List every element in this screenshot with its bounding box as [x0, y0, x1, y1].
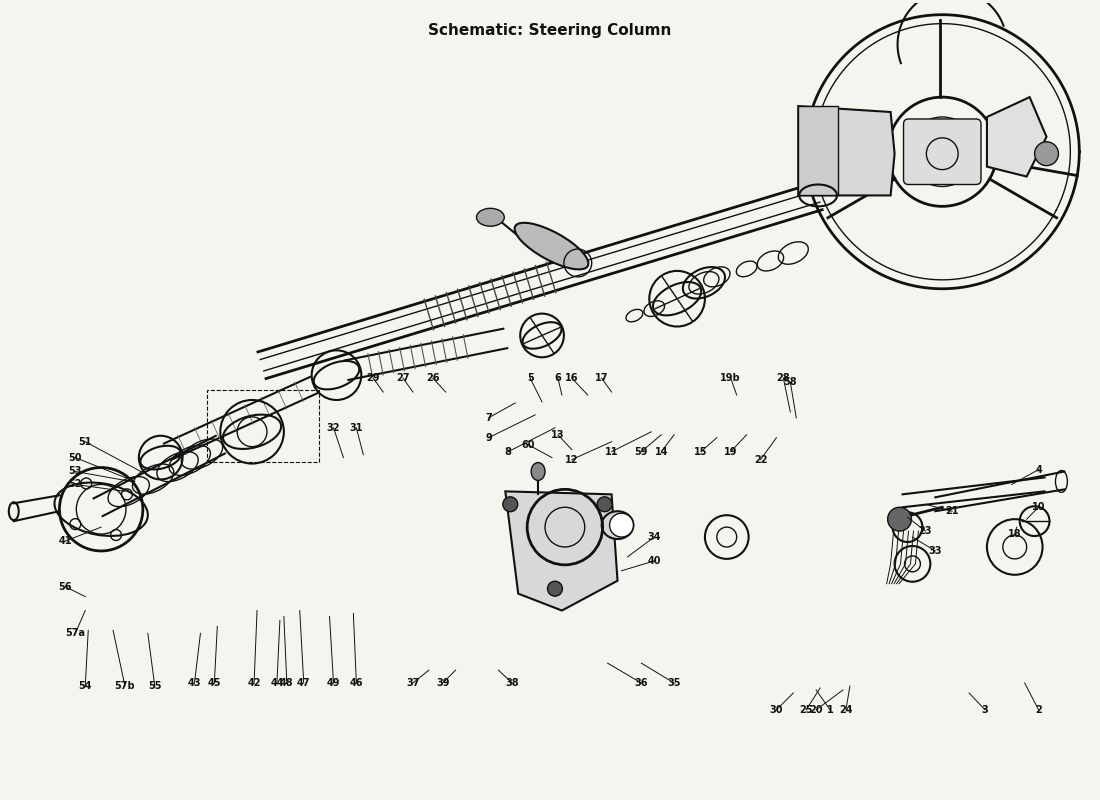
Text: 56: 56: [58, 582, 73, 592]
Text: 6: 6: [554, 373, 561, 383]
Ellipse shape: [602, 511, 634, 539]
Text: 58: 58: [783, 377, 798, 387]
Text: 53: 53: [68, 466, 82, 477]
Text: 29: 29: [366, 373, 379, 383]
Text: Schematic: Steering Column: Schematic: Steering Column: [428, 23, 672, 38]
Text: 24: 24: [839, 705, 853, 715]
Text: 10: 10: [1032, 502, 1045, 512]
Text: 16: 16: [565, 373, 579, 383]
Polygon shape: [799, 106, 838, 195]
Circle shape: [548, 582, 562, 596]
Text: 34: 34: [648, 532, 661, 542]
Circle shape: [597, 497, 612, 512]
Text: 30: 30: [770, 705, 783, 715]
Text: 12: 12: [565, 454, 579, 465]
Text: 57a: 57a: [65, 628, 86, 638]
Text: 31: 31: [350, 423, 363, 433]
Text: 25: 25: [800, 705, 813, 715]
Text: 23: 23: [918, 526, 932, 536]
Ellipse shape: [531, 462, 544, 481]
Text: 14: 14: [654, 446, 668, 457]
Polygon shape: [987, 97, 1046, 177]
Circle shape: [609, 514, 634, 537]
Text: 27: 27: [396, 373, 410, 383]
Text: 20: 20: [810, 705, 823, 715]
Text: 43: 43: [188, 678, 201, 688]
Text: 49: 49: [327, 678, 340, 688]
Text: 37: 37: [406, 678, 420, 688]
FancyBboxPatch shape: [903, 119, 981, 185]
Text: 18: 18: [1008, 529, 1022, 539]
Text: 39: 39: [436, 678, 450, 688]
Circle shape: [503, 497, 518, 512]
Text: 22: 22: [754, 454, 768, 465]
Text: 8: 8: [505, 446, 512, 457]
Text: 19: 19: [724, 446, 737, 457]
Text: 2: 2: [1035, 705, 1042, 715]
Text: 15: 15: [694, 446, 707, 457]
Text: 48: 48: [280, 678, 294, 688]
Text: 19b: 19b: [720, 373, 741, 383]
Text: 45: 45: [208, 678, 221, 688]
Text: 5: 5: [527, 373, 534, 383]
Text: 28: 28: [777, 373, 790, 383]
Text: 59: 59: [635, 446, 648, 457]
Text: 41: 41: [58, 536, 73, 546]
Text: 13: 13: [551, 430, 564, 440]
Text: 17: 17: [595, 373, 608, 383]
Text: 47: 47: [297, 678, 310, 688]
Text: 35: 35: [668, 678, 681, 688]
Text: 50: 50: [68, 453, 82, 462]
Text: 55: 55: [148, 681, 162, 691]
Text: 33: 33: [928, 546, 942, 556]
Circle shape: [1035, 142, 1058, 166]
Text: 21: 21: [945, 506, 959, 516]
Text: 44: 44: [271, 678, 284, 688]
Text: 32: 32: [327, 423, 340, 433]
Text: 40: 40: [648, 556, 661, 566]
Polygon shape: [799, 106, 894, 195]
Text: 11: 11: [605, 446, 618, 457]
Text: 42: 42: [248, 678, 261, 688]
Ellipse shape: [515, 222, 589, 270]
Text: 46: 46: [350, 678, 363, 688]
Text: 52: 52: [68, 479, 82, 490]
Text: 60: 60: [521, 440, 535, 450]
Text: 1: 1: [827, 705, 834, 715]
Text: 38: 38: [506, 678, 519, 688]
Text: 54: 54: [78, 681, 92, 691]
Text: 7: 7: [485, 413, 492, 423]
Circle shape: [888, 507, 912, 531]
Text: 36: 36: [635, 678, 648, 688]
Text: 51: 51: [78, 437, 92, 446]
Text: 57b: 57b: [114, 681, 135, 691]
Ellipse shape: [476, 208, 504, 226]
Polygon shape: [505, 491, 617, 610]
Text: 26: 26: [426, 373, 440, 383]
Text: 9: 9: [485, 433, 492, 442]
Text: 3: 3: [981, 705, 988, 715]
Text: 4: 4: [1035, 465, 1042, 474]
